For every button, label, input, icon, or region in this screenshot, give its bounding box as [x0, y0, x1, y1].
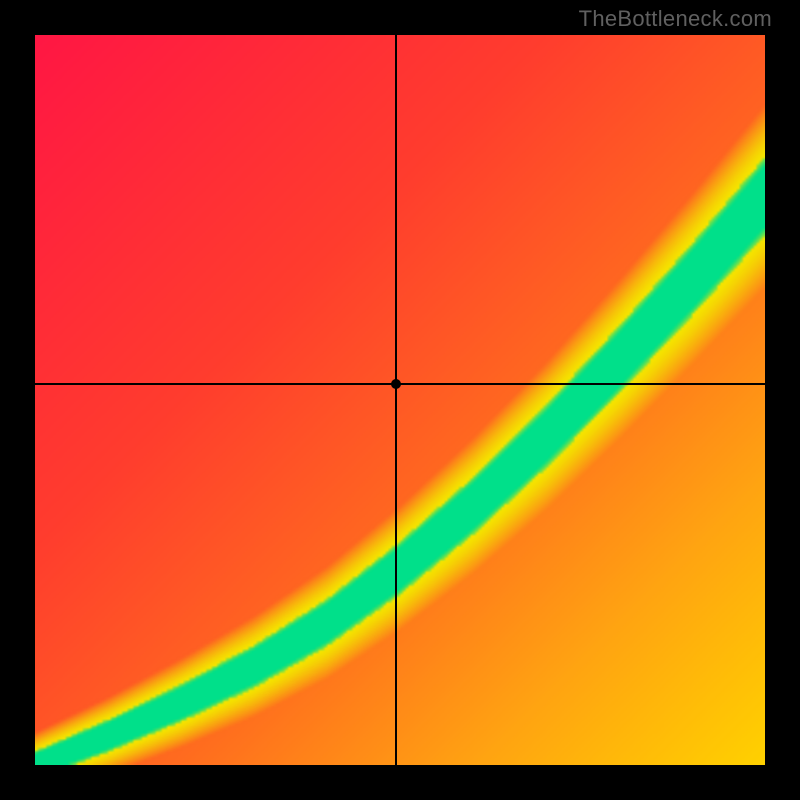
bottleneck-heatmap — [35, 35, 765, 765]
heatmap-canvas — [35, 35, 765, 765]
watermark-text: TheBottleneck.com — [579, 6, 772, 32]
